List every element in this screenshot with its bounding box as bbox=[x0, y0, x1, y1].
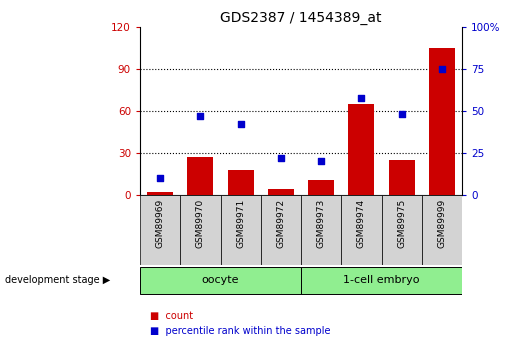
Text: GSM89969: GSM89969 bbox=[156, 198, 165, 248]
Text: GSM89970: GSM89970 bbox=[196, 198, 205, 248]
Bar bbox=[308, 180, 334, 195]
Bar bbox=[187, 157, 214, 195]
Bar bbox=[429, 48, 455, 195]
Bar bbox=[180, 195, 221, 265]
Text: GSM89972: GSM89972 bbox=[276, 198, 285, 248]
Bar bbox=[268, 189, 294, 195]
Bar bbox=[301, 195, 341, 265]
Bar bbox=[301, 266, 462, 294]
Point bbox=[438, 66, 446, 72]
Point bbox=[277, 155, 285, 161]
Title: GDS2387 / 1454389_at: GDS2387 / 1454389_at bbox=[220, 11, 382, 24]
Text: 1-cell embryo: 1-cell embryo bbox=[343, 275, 420, 285]
Bar bbox=[381, 195, 422, 265]
Point bbox=[397, 111, 406, 117]
Bar bbox=[147, 192, 173, 195]
Bar bbox=[388, 160, 415, 195]
Text: GSM89975: GSM89975 bbox=[397, 198, 406, 248]
Text: ■  count: ■ count bbox=[150, 311, 193, 321]
Bar bbox=[221, 195, 261, 265]
Bar bbox=[140, 195, 180, 265]
Text: GSM89999: GSM89999 bbox=[437, 198, 446, 248]
Point bbox=[358, 95, 366, 100]
Point bbox=[236, 122, 244, 127]
Point bbox=[196, 113, 205, 119]
Text: GSM89971: GSM89971 bbox=[236, 198, 245, 248]
Bar bbox=[261, 195, 301, 265]
Text: GSM89973: GSM89973 bbox=[317, 198, 326, 248]
Bar bbox=[422, 195, 462, 265]
Text: oocyte: oocyte bbox=[202, 275, 239, 285]
Point bbox=[317, 159, 325, 164]
Bar bbox=[228, 170, 254, 195]
Bar bbox=[341, 195, 381, 265]
Point bbox=[156, 176, 164, 181]
Text: GSM89974: GSM89974 bbox=[357, 198, 366, 248]
Bar bbox=[140, 266, 301, 294]
Text: ■  percentile rank within the sample: ■ percentile rank within the sample bbox=[150, 326, 331, 336]
Bar bbox=[348, 104, 374, 195]
Text: development stage ▶: development stage ▶ bbox=[5, 275, 110, 285]
